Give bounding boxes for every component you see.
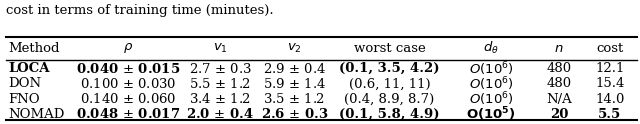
Text: (0.6, 11, 11): (0.6, 11, 11) bbox=[349, 77, 430, 90]
Text: $d_\theta$: $d_\theta$ bbox=[483, 40, 499, 56]
Text: 0.048 $\pm$ 0.017: 0.048 $\pm$ 0.017 bbox=[76, 107, 180, 121]
Text: 480: 480 bbox=[547, 77, 572, 90]
Text: $v_2$: $v_2$ bbox=[287, 42, 302, 55]
Text: FNO: FNO bbox=[8, 93, 40, 106]
Text: cost in terms of training time (minutes).: cost in terms of training time (minutes)… bbox=[6, 4, 274, 17]
Text: Method: Method bbox=[8, 42, 60, 55]
Text: 3.4 $\pm$ 1.2: 3.4 $\pm$ 1.2 bbox=[189, 92, 251, 106]
Text: 2.9 $\pm$ 0.4: 2.9 $\pm$ 0.4 bbox=[263, 62, 326, 76]
Text: (0.1, 5.8, 4.9): (0.1, 5.8, 4.9) bbox=[339, 108, 440, 121]
Text: $O(10^{6})$: $O(10^{6})$ bbox=[468, 75, 513, 93]
Text: 5.9 $\pm$ 1.4: 5.9 $\pm$ 1.4 bbox=[263, 77, 326, 91]
Text: worst case: worst case bbox=[353, 42, 425, 55]
Text: (0.4, 8.9, 8.7): (0.4, 8.9, 8.7) bbox=[344, 93, 435, 106]
Text: 0.040 $\pm$ 0.015: 0.040 $\pm$ 0.015 bbox=[76, 62, 180, 76]
Text: $\mathbf{O(10^{5})}$: $\mathbf{O(10^{5})}$ bbox=[466, 105, 516, 123]
Text: DON: DON bbox=[8, 77, 42, 90]
Text: LOCA: LOCA bbox=[8, 62, 50, 75]
Text: 20: 20 bbox=[550, 108, 568, 121]
Text: $n$: $n$ bbox=[554, 42, 564, 55]
Text: 2.6 $\pm$ 0.3: 2.6 $\pm$ 0.3 bbox=[260, 107, 328, 121]
Text: (0.1, 3.5, 4.2): (0.1, 3.5, 4.2) bbox=[339, 62, 440, 75]
Text: $v_1$: $v_1$ bbox=[212, 42, 227, 55]
Text: 15.4: 15.4 bbox=[595, 77, 625, 90]
Text: NOMAD: NOMAD bbox=[8, 108, 65, 121]
Text: 0.100 $\pm$ 0.030: 0.100 $\pm$ 0.030 bbox=[80, 77, 177, 91]
Text: 14.0: 14.0 bbox=[595, 93, 625, 106]
Text: $\rho$: $\rho$ bbox=[124, 41, 134, 55]
Text: cost: cost bbox=[596, 42, 623, 55]
Text: 2.7 $\pm$ 0.3: 2.7 $\pm$ 0.3 bbox=[189, 62, 252, 76]
Text: $O(10^{6})$: $O(10^{6})$ bbox=[468, 90, 513, 108]
Text: 3.5 $\pm$ 1.2: 3.5 $\pm$ 1.2 bbox=[264, 92, 326, 106]
Text: N/A: N/A bbox=[546, 93, 572, 106]
Text: $O(10^{6})$: $O(10^{6})$ bbox=[468, 60, 513, 78]
Text: 0.140 $\pm$ 0.060: 0.140 $\pm$ 0.060 bbox=[80, 92, 177, 106]
Text: 5.5: 5.5 bbox=[598, 108, 621, 121]
Text: 2.0 $\pm$ 0.4: 2.0 $\pm$ 0.4 bbox=[186, 107, 254, 121]
Text: 5.5 $\pm$ 1.2: 5.5 $\pm$ 1.2 bbox=[189, 77, 251, 91]
Text: 12.1: 12.1 bbox=[595, 62, 625, 75]
Text: 480: 480 bbox=[547, 62, 572, 75]
